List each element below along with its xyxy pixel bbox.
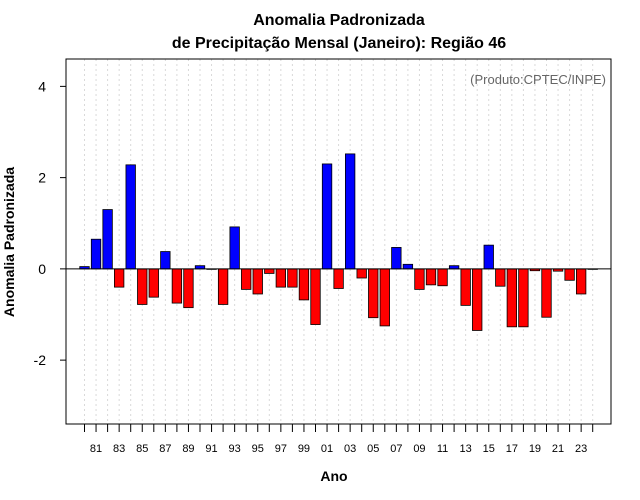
bar-2000 — [310, 268, 321, 325]
bar-1989 — [183, 268, 194, 309]
bar-1994 — [241, 268, 252, 290]
bar-2016 — [495, 268, 506, 287]
x-tick-label: 23 — [575, 443, 587, 455]
bars-group — [79, 153, 598, 331]
bar-2013 — [460, 268, 471, 306]
bar-2022 — [564, 268, 575, 281]
x-tick-label: 83 — [113, 443, 125, 455]
bar-1982 — [102, 209, 113, 270]
bar-2005 — [368, 268, 379, 319]
bar-1983 — [114, 268, 125, 288]
bar-1987 — [160, 251, 171, 270]
x-tick-label: 85 — [136, 443, 148, 455]
bar-2014 — [472, 268, 483, 331]
x-tick-label: 15 — [483, 443, 495, 455]
y-tick-label: 0 — [38, 261, 46, 277]
y-tick-label: 4 — [38, 78, 46, 94]
bar-2008 — [402, 263, 414, 270]
bar-2015 — [483, 244, 494, 270]
credit-text: (Produto:CPTEC/INPE) — [470, 72, 606, 87]
x-tick-label: 09 — [413, 443, 425, 455]
bar-1988 — [171, 268, 183, 304]
x-tick-label: 03 — [344, 443, 356, 455]
bar-1986 — [148, 268, 159, 298]
bar-2002 — [333, 268, 344, 289]
y-tick-label: -2 — [34, 352, 47, 368]
x-tick-label: 81 — [90, 443, 102, 455]
chart-title-line2: de Precipitação Mensal (Janeiro): Região… — [172, 35, 506, 52]
x-tick-label: 89 — [182, 443, 194, 455]
x-tick-label: 99 — [298, 443, 310, 455]
bar-1985 — [137, 268, 148, 305]
bar-1998 — [287, 268, 298, 288]
x-axis: 81 83 85 87 89 91 93 95 97 99 01 03 05 07 09 11 13 15 17 19… — [84, 424, 594, 455]
y-axis-label: Anomalia Padronizada — [1, 167, 17, 317]
chart-title-line1: Anomalia Padronizada — [253, 12, 425, 29]
x-tick-label: 07 — [390, 443, 402, 455]
x-tick-label: 11 — [437, 443, 448, 455]
x-tick-label: 19 — [529, 443, 541, 455]
x-tick-label: 97 — [275, 443, 287, 455]
bar-1984 — [125, 164, 136, 270]
x-tick-label: 17 — [506, 443, 518, 455]
bar-1999 — [298, 268, 310, 301]
bar-1981 — [90, 238, 102, 270]
bar-2010 — [425, 268, 437, 286]
bar-1997 — [275, 268, 287, 288]
y-axis: -2 0 2 4 — [34, 78, 66, 368]
bar-1996 — [264, 268, 275, 274]
bar-2006 — [379, 268, 390, 327]
bar-2003 — [344, 153, 356, 270]
x-tick-label: 21 — [552, 443, 564, 455]
bar-2007 — [391, 247, 402, 270]
x-axis-label: Ano — [320, 468, 347, 484]
bar-1992 — [217, 268, 229, 305]
bar-1995 — [252, 268, 263, 295]
bar-2004 — [356, 268, 367, 279]
x-tick-label: 01 — [321, 443, 333, 455]
bar-2011 — [437, 268, 448, 287]
bar-2023 — [576, 268, 587, 295]
bar-2009 — [414, 268, 425, 290]
bar-2001 — [321, 163, 333, 270]
bar-2018 — [518, 268, 529, 328]
x-tick-label: 91 — [205, 443, 217, 455]
x-tick-label: 05 — [367, 443, 379, 455]
y-tick-label: 2 — [38, 170, 46, 186]
bar-2020 — [541, 268, 552, 318]
x-tick-label: 87 — [159, 443, 171, 455]
x-tick-label: 95 — [252, 443, 264, 455]
x-tick-label: 13 — [460, 443, 472, 455]
bar-2017 — [506, 268, 518, 328]
vertical-gridlines — [84, 59, 594, 424]
x-tick-label: 93 — [229, 443, 241, 455]
bar-1993 — [229, 226, 240, 270]
